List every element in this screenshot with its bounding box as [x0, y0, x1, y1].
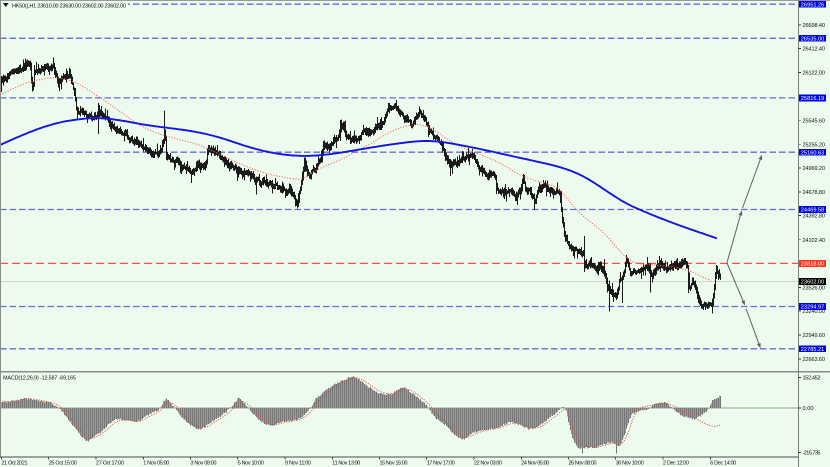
svg-text:22663.60: 22663.60: [803, 357, 826, 363]
svg-text:24969.20: 24969.20: [803, 166, 826, 172]
svg-text:26122.00: 26122.00: [803, 71, 826, 77]
svg-text:24 Nov 05:00: 24 Nov 05:00: [521, 460, 549, 466]
svg-text:17 Nov 17:00: 17 Nov 17:00: [427, 460, 455, 466]
svg-text:26698.40: 26698.40: [803, 23, 826, 29]
svg-text:22 Nov 03:00: 22 Nov 03:00: [474, 460, 502, 466]
svg-text:26951.26: 26951.26: [801, 2, 825, 8]
svg-text:24392.80: 24392.80: [803, 214, 826, 220]
svg-text:-215.735: -215.735: [803, 450, 821, 456]
svg-text:23526.00: 23526.00: [803, 286, 826, 292]
svg-text:27 Oct 17:00: 27 Oct 17:00: [96, 460, 124, 466]
svg-text:5 Nov 10:00: 5 Nov 10:00: [238, 460, 264, 466]
svg-text:HK50(),H1 23610.00 23630.00 23: HK50(),H1 23610.00 23630.00 23602.00 236…: [12, 3, 126, 9]
svg-text:26412.40: 26412.40: [803, 47, 826, 53]
svg-text:26 Nov 08:00: 26 Nov 08:00: [569, 460, 597, 466]
svg-text:23602.00: 23602.00: [801, 280, 825, 286]
svg-text:9 Nov 11:00: 9 Nov 11:00: [285, 460, 311, 466]
svg-text:21 Oct 2021: 21 Oct 2021: [2, 460, 28, 466]
svg-text:25816.19: 25816.19: [801, 96, 825, 102]
svg-text:11 Nov 13:00: 11 Nov 13:00: [332, 460, 360, 466]
svg-text:22785.21: 22785.21: [801, 347, 825, 353]
svg-text:25255.20: 25255.20: [803, 142, 826, 148]
svg-text:2 Dec 12:00: 2 Dec 12:00: [663, 460, 689, 466]
svg-text:MACD(12,26,9) -12.587 -69.165: MACD(12,26,9) -12.587 -69.165: [3, 376, 76, 382]
svg-text:24469.58: 24469.58: [801, 208, 825, 214]
svg-text:23294.97: 23294.97: [801, 305, 825, 311]
svg-text:1 Nov 05:00: 1 Nov 05:00: [143, 460, 169, 466]
svg-text:23240.00: 23240.00: [803, 309, 826, 315]
svg-text:24102.40: 24102.40: [803, 238, 826, 244]
svg-text:3 Nov 08:00: 3 Nov 08:00: [191, 460, 217, 466]
svg-text:25545.60: 25545.60: [803, 118, 826, 124]
svg-text:25 Oct 15:00: 25 Oct 15:00: [49, 460, 77, 466]
svg-text:24678.80: 24678.80: [803, 190, 826, 196]
svg-text:22949.60: 22949.60: [803, 333, 826, 339]
svg-text:6 Dec 14:00: 6 Dec 14:00: [710, 460, 736, 466]
svg-text:15 Nov 15:00: 15 Nov 15:00: [380, 460, 408, 466]
svg-text:30 Nov 10:00: 30 Nov 10:00: [616, 460, 644, 466]
svg-text:25160.63: 25160.63: [801, 150, 825, 156]
svg-text:26535.00: 26535.00: [801, 37, 825, 43]
svg-text:23818.00: 23818.00: [801, 262, 825, 268]
svg-text:0.00: 0.00: [803, 406, 814, 412]
svg-text:152.452: 152.452: [803, 375, 821, 381]
